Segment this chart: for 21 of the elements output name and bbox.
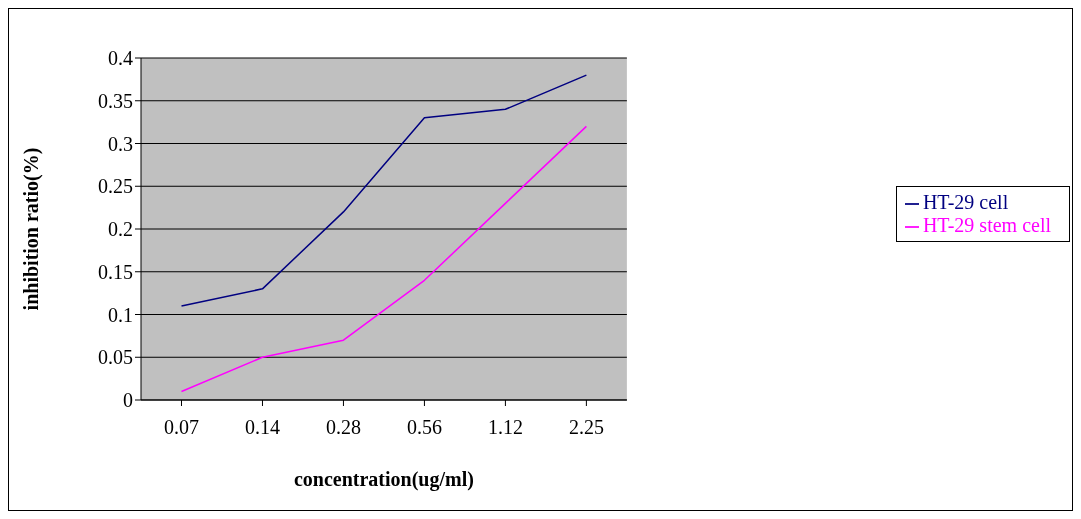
x-axis-title: concentration(ug/ml): [293, 468, 474, 491]
x-tick-label: 0.28: [325, 416, 361, 439]
y-tick-label: 0.35: [98, 89, 133, 112]
y-axis-title: inhibition ratio(%): [20, 147, 44, 311]
x-tick-label: 0.07: [163, 416, 199, 439]
line-series: [180, 125, 588, 393]
y-tick-label: 0.2: [108, 218, 133, 241]
legend-label: HT-29 cell: [922, 191, 1009, 213]
y-tick-label: 0.1: [108, 303, 133, 326]
y-tick-label: 0.3: [108, 132, 133, 155]
x-tick-label: 0.56: [406, 416, 442, 439]
line-series: [180, 74, 588, 307]
y-tick-label: 0.15: [98, 260, 133, 283]
y-tick-label: 0.05: [98, 346, 133, 369]
legend-label: HT-29 stem cell: [922, 214, 1051, 236]
y-tick-label: 0.25: [98, 175, 133, 198]
y-tick-label: 0: [123, 389, 133, 412]
x-tick-label: 1.12: [487, 416, 523, 439]
y-tick-label: 0.4: [108, 47, 133, 70]
x-tick-label: 2.25: [568, 416, 604, 439]
x-tick-label: 0.14: [244, 416, 280, 439]
